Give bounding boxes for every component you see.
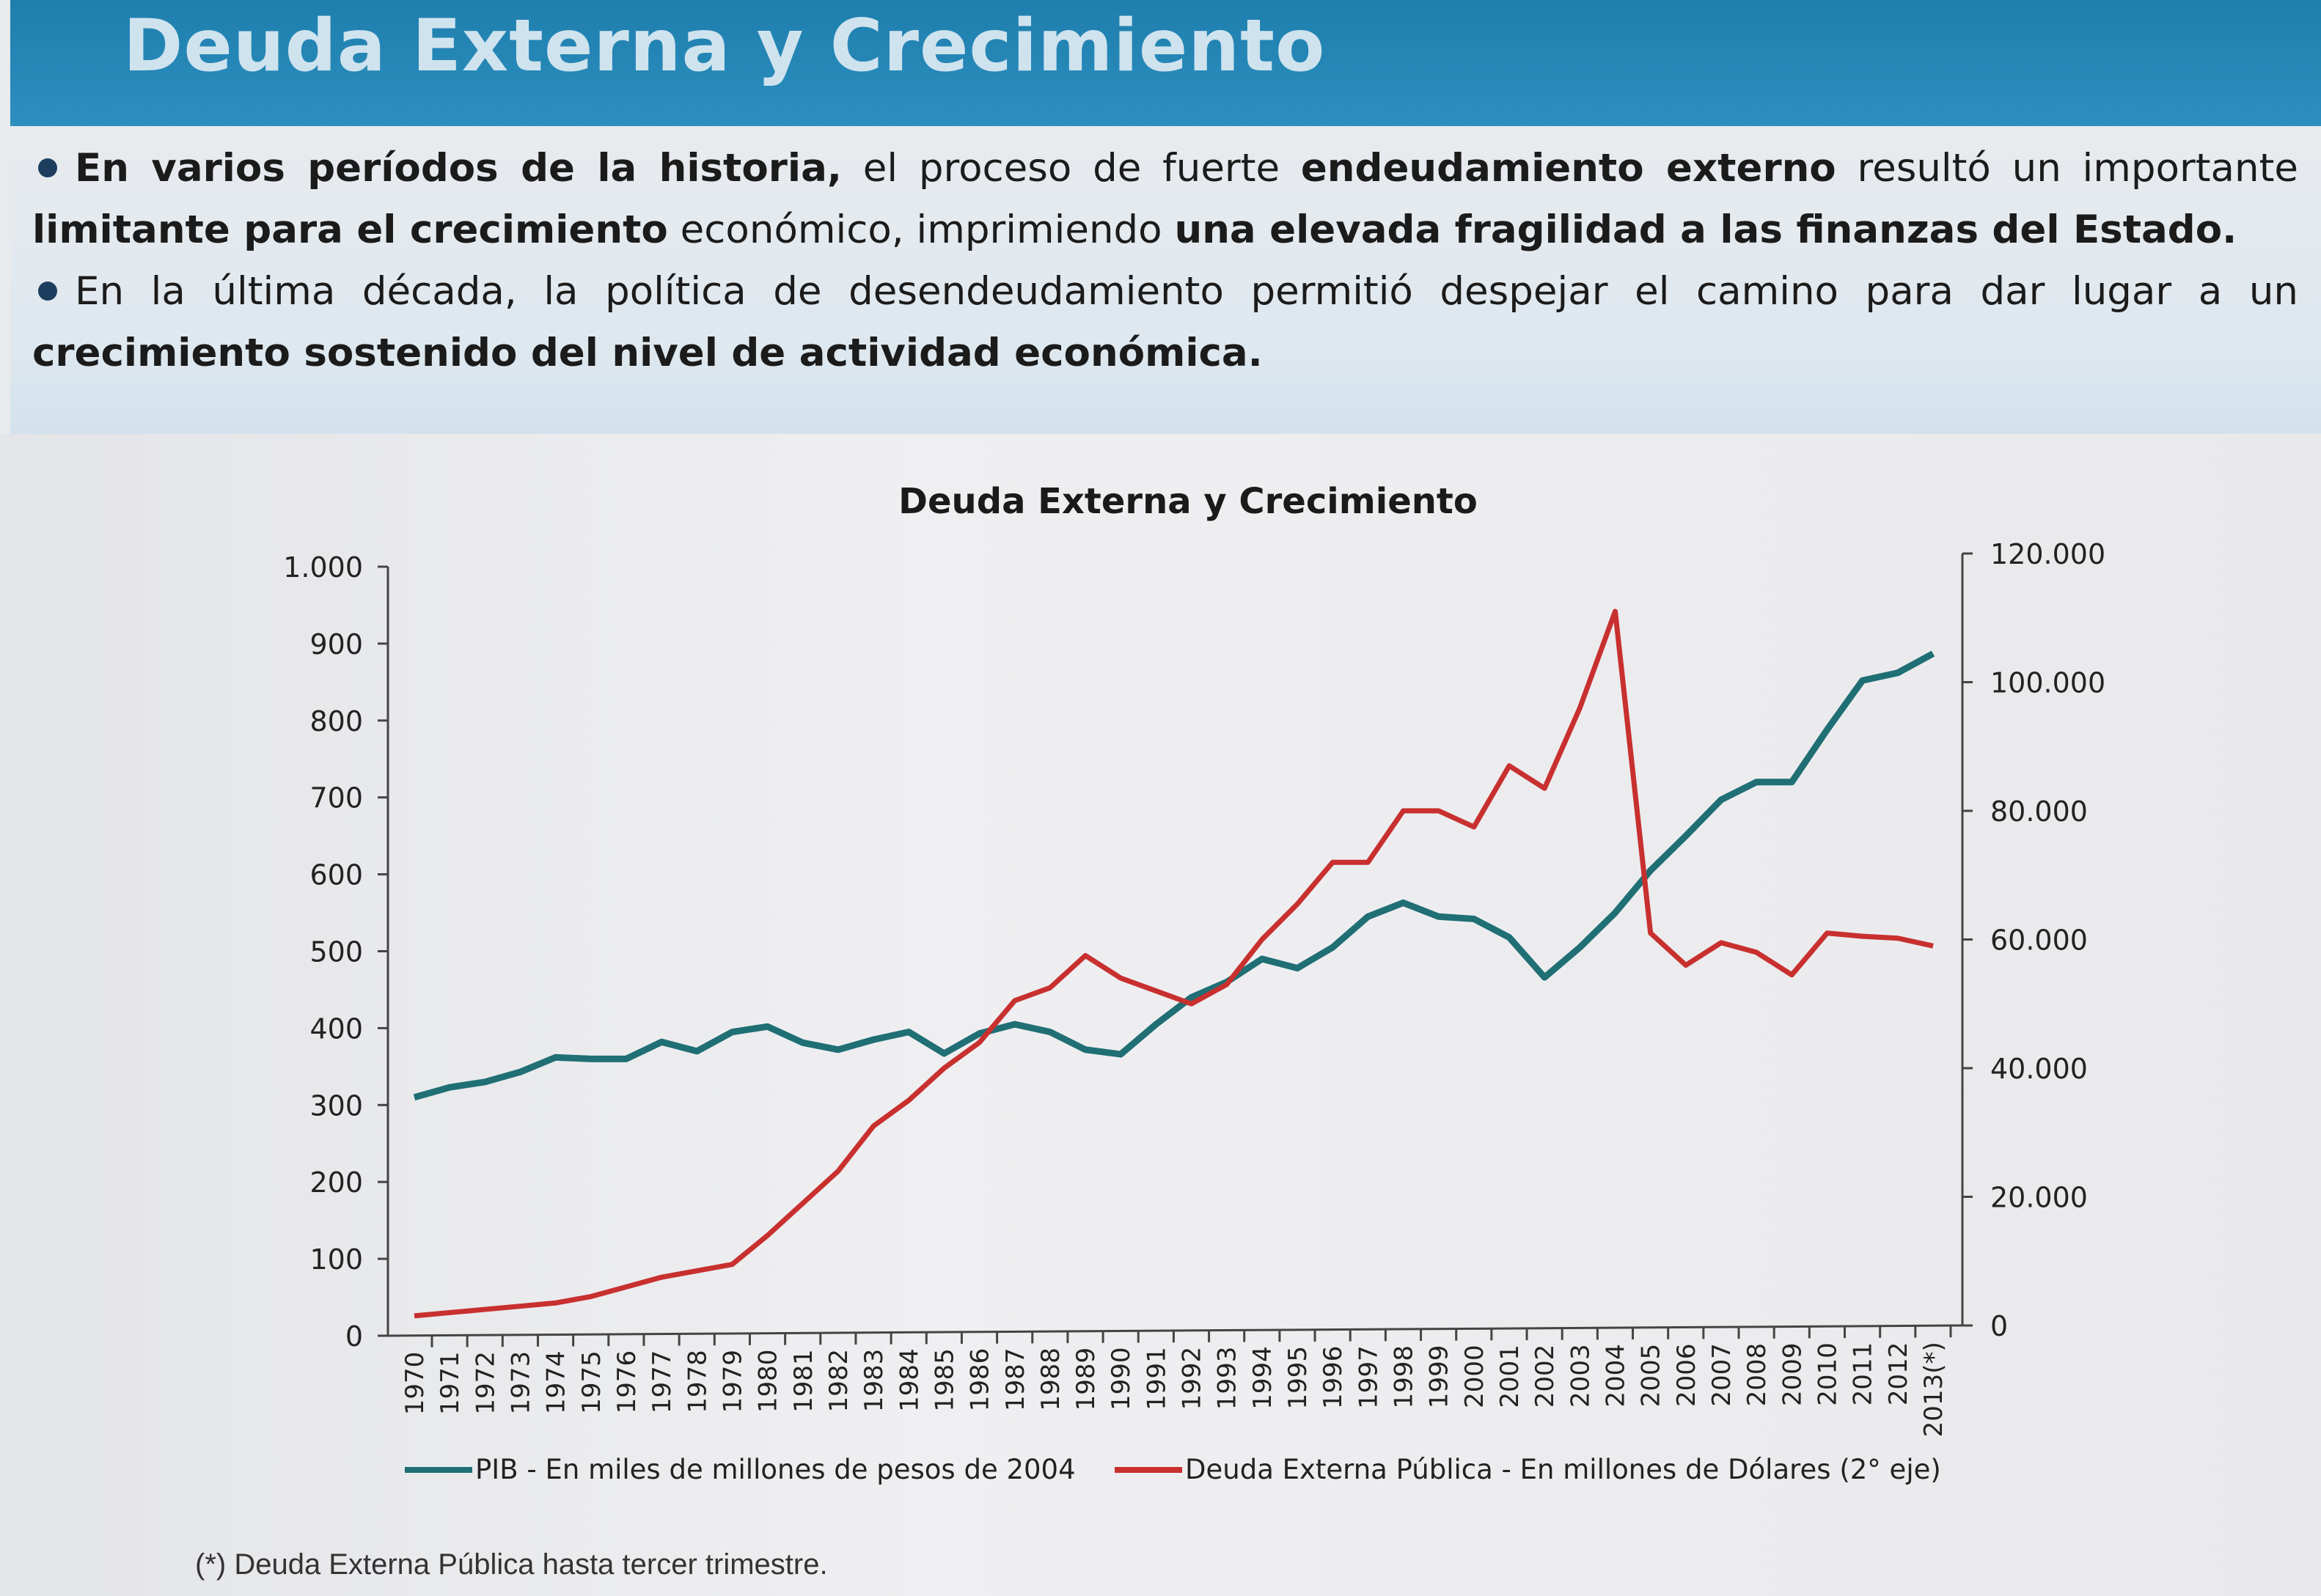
x-tick-label: 1991 [1142,1347,1171,1411]
paragraph-text: En varios períodos de la historia, [75,146,842,191]
left-tick-label: 0 [345,1320,363,1353]
footnote: (*) Deuda Externa Pública hasta tercer t… [195,1548,828,1581]
x-tick-label: 2002 [1530,1345,1560,1408]
x-tick-label: 2011 [1849,1342,1878,1406]
right-tick-label: 20.000 [1990,1182,2088,1214]
left-tick-label: 700 [309,782,363,814]
x-tick-label: 1989 [1071,1347,1101,1411]
x-tick-label: 1981 [789,1349,818,1413]
page-title: Deuda Externa y Crecimiento [123,4,1326,88]
right-tick-label: 0 [1990,1310,2008,1342]
x-tick-label: 2006 [1672,1343,1701,1407]
x-tick-label: 2013(*) [1919,1342,1948,1437]
header-banner: Deuda Externa y Crecimiento [10,0,2321,126]
x-axis [387,1324,1963,1337]
left-tick-label: 1.000 [283,551,363,584]
x-tick-label: 1972 [471,1351,500,1415]
x-tick-label: 1999 [1425,1345,1454,1409]
series-line-pib [413,650,1935,1101]
x-tick-label: 1990 [1107,1347,1136,1411]
legend-label: PIB - En miles de millones de pesos de 2… [475,1454,1076,1485]
left-tick-label: 900 [309,628,363,661]
x-tick-label: 1997 [1354,1345,1383,1409]
bullet-icon [38,158,57,178]
x-tick-label: 1998 [1390,1345,1419,1409]
bullet-paragraph-2: En la última década, la política de dese… [32,261,2298,384]
paragraph-text: limitante para el crecimiento [32,207,668,252]
x-tick-label: 1982 [824,1349,854,1413]
x-tick-label: 2010 [1814,1342,1843,1406]
x-tick-label: 1979 [718,1350,747,1413]
x-tick-label: 1976 [612,1350,642,1414]
x-tick-label: 1992 [1178,1347,1207,1411]
left-tick-label: 600 [309,859,363,891]
right-tick-label: 100.000 [1990,667,2105,699]
x-tick-label: 1971 [436,1351,465,1415]
bullet-paragraph-1: En varios períodos de la historia, el pr… [32,138,2298,261]
x-tick-label: 1988 [1036,1347,1066,1411]
series-line-deuda [414,608,1934,1319]
x-tick-label: 1995 [1283,1346,1313,1410]
paragraph-text: resultó un importante [1836,146,2298,191]
right-tick-label: 60.000 [1990,924,2088,957]
x-tick-label: 1975 [577,1350,606,1414]
x-tick-label: 1987 [1001,1347,1030,1411]
x-tick-label: 1984 [895,1348,924,1412]
x-tick-label: 2005 [1637,1344,1666,1408]
left-tick-label: 200 [309,1166,363,1199]
x-tick-label: 1983 [859,1349,889,1413]
x-tick-label: 1980 [754,1350,783,1413]
chart-title: Deuda Externa y Crecimiento [898,481,1478,522]
x-tick-label: 1974 [542,1351,571,1415]
x-tick-label: 2012 [1884,1342,1913,1406]
bullet-icon [38,282,57,301]
left-tick-label: 100 [309,1243,363,1276]
x-tick-label: 1996 [1319,1346,1348,1410]
x-tick-label: 1986 [966,1348,995,1412]
left-tick-label: 800 [309,705,363,738]
right-tick-label: 120.000 [1990,538,2105,570]
paragraph-text: el proceso de fuerte [842,146,1301,191]
x-tick-label: 2007 [1707,1343,1737,1407]
x-tick-label: 1994 [1248,1346,1277,1410]
left-tick-label: 500 [309,936,363,968]
x-tick-label: 2004 [1602,1344,1631,1408]
right-tick-label: 40.000 [1990,1053,2088,1085]
paragraph-text: económico, imprimiendo [667,207,1175,252]
x-tick-label: 2008 [1742,1343,1772,1407]
left-tick-label: 300 [309,1089,363,1122]
x-tick-label: 2000 [1460,1345,1489,1408]
paragraph-text: una elevada fragilidad a las finanzas de… [1174,207,2237,252]
x-tick-label: 2009 [1778,1343,1807,1407]
legend-label: Deuda Externa Pública - En millones de D… [1185,1454,1941,1485]
x-tick-label: 2003 [1566,1344,1595,1408]
x-tick-label: 1973 [506,1351,535,1415]
paragraph-text: En la última década, la política de dese… [75,269,2298,314]
intro-section [10,126,2321,434]
paragraph-text: endeudamiento externo [1300,146,1836,191]
x-tick-label: 1993 [1213,1347,1242,1411]
x-tick-label: 1978 [683,1350,712,1413]
x-tick-label: 2001 [1495,1345,1525,1408]
right-tick-label: 80.000 [1990,795,2088,828]
left-tick-label: 400 [309,1012,363,1045]
x-tick-label: 1985 [930,1348,959,1412]
x-tick-label: 1977 [648,1350,677,1414]
x-tick-label: 1970 [400,1352,430,1416]
paragraph-text: crecimiento sostenido del nivel de activ… [32,331,1263,375]
